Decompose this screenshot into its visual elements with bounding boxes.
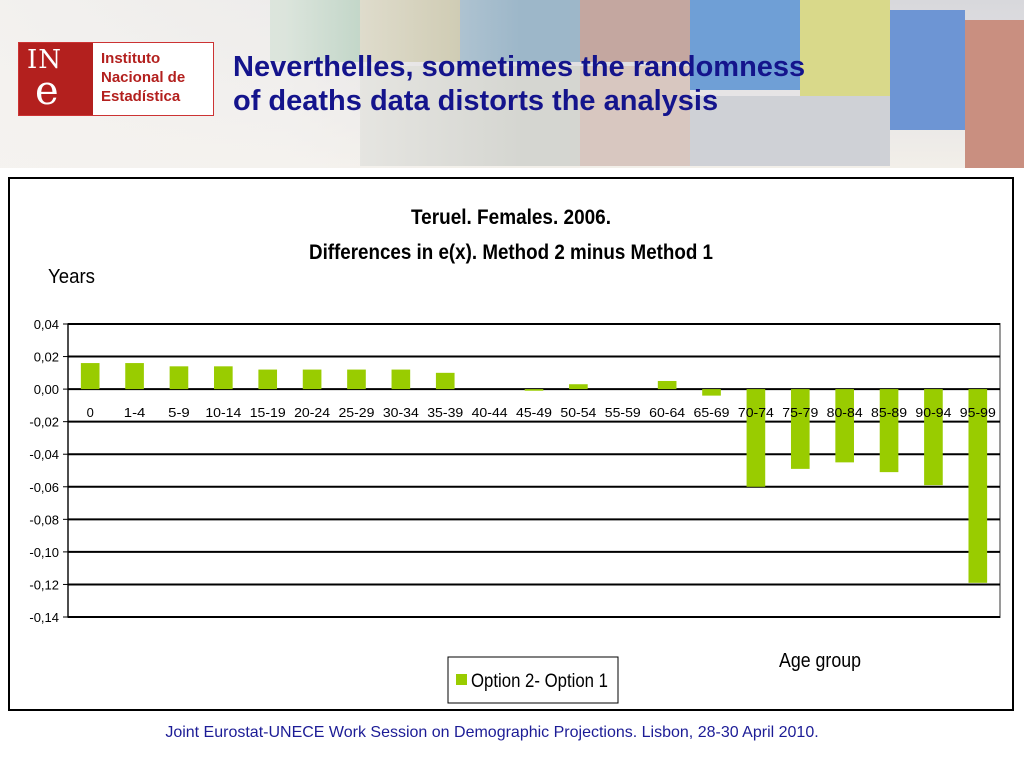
bar (746, 389, 766, 487)
bar (968, 389, 988, 583)
x-tick-label: 95-99 (960, 405, 996, 420)
slide-footer: Joint Eurostat-UNECE Work Session on Dem… (165, 724, 819, 741)
bar (569, 384, 588, 390)
bar (347, 369, 366, 390)
bar-chart: Teruel. Females. 2006. Differences in e(x… (29, 206, 1001, 704)
y-tick-label: -0,08 (29, 512, 59, 527)
legend-box (447, 656, 619, 704)
x-tick-label: 5-9 (168, 405, 190, 420)
x-tick-label: 80-84 (827, 405, 863, 420)
bar (879, 389, 899, 473)
ine-logo-mark: IN e (19, 43, 93, 115)
banner-tile (800, 0, 890, 100)
logo-name: Instituto Nacional de Estadística (101, 49, 185, 106)
x-tick-label: 45-49 (516, 405, 552, 420)
bar (302, 369, 322, 390)
y-tick-label: -0,10 (29, 545, 59, 560)
y-tick-label: 0,00 (34, 382, 59, 397)
x-tick-label: 75-79 (782, 405, 818, 420)
x-tick-label: 60-64 (649, 405, 685, 420)
x-tick-label: 25-29 (338, 405, 374, 420)
bar (702, 389, 721, 396)
x-tick-label: 55-59 (605, 405, 641, 420)
chart-subtitle: Differences in e(x). Method 2 minus Meth… (309, 241, 713, 264)
x-tick-label: 50-54 (560, 405, 596, 420)
banner-tile (690, 0, 800, 90)
chart-frame: Teruel. Females. 2006. Differences in e(x… (8, 177, 1014, 711)
legend-swatch (456, 674, 467, 685)
logo-mark-letter: e (35, 68, 59, 114)
slide-title-line: Neverthelles, sometimes the randomness (233, 51, 806, 83)
ine-logo: IN e Instituto Nacional de Estadística (18, 42, 214, 116)
x-tick-label: 30-34 (383, 405, 419, 420)
logo-name-line: Instituto (101, 50, 161, 67)
x-tick-label: 35-39 (427, 405, 463, 420)
bar (169, 366, 189, 390)
x-tick-label: 1-4 (124, 405, 146, 420)
y-axis-label: Years (48, 266, 95, 288)
y-tick-label: 0,02 (34, 350, 59, 365)
bar (657, 380, 677, 390)
y-tick-label: -0,04 (29, 447, 59, 462)
banner-tile (580, 0, 690, 62)
plot-area (67, 323, 1001, 618)
x-tick-label: 70-74 (738, 405, 774, 420)
banner-tile (580, 66, 690, 166)
x-tick-label: 85-89 (871, 405, 907, 420)
y-tick-label: -0,02 (29, 415, 59, 430)
chart-title: Teruel. Females. 2006. (411, 206, 611, 229)
bar (258, 369, 278, 390)
bar (391, 369, 411, 390)
x-tick-label: 65-69 (694, 405, 730, 420)
bar (214, 366, 233, 390)
x-tick-label: 40-44 (472, 405, 508, 420)
bar (435, 372, 455, 390)
banner-tile (690, 96, 890, 166)
legend-label: Option 2- Option 1 (471, 671, 608, 692)
logo-name-line: Nacional de (101, 69, 186, 86)
x-tick-label: 0 (87, 405, 94, 420)
y-tick-label: -0,12 (29, 577, 59, 592)
x-axis-label: Age group (779, 650, 861, 672)
x-tick-label: 90-94 (915, 405, 951, 420)
bar (125, 363, 144, 390)
bar (790, 389, 810, 469)
logo-name-line: Estadística (101, 88, 181, 105)
y-tick-label: -0,06 (29, 480, 59, 495)
bar (80, 363, 100, 390)
x-tick-label: 10-14 (205, 405, 241, 420)
y-tick-label: 0,04 (34, 317, 59, 332)
bar (524, 389, 544, 391)
x-tick-label: 20-24 (294, 405, 330, 420)
banner-tile (890, 10, 965, 130)
slide-title: Neverthelles, sometimes the randomness o… (233, 50, 953, 118)
slide-title-line: of deaths data distorts the analysis (233, 85, 719, 117)
y-tick-label: -0,14 (29, 610, 59, 625)
bar (835, 389, 854, 463)
x-tick-label: 15-19 (250, 405, 286, 420)
bar (924, 389, 943, 486)
banner-tile (965, 20, 1024, 168)
logo-mark-text: IN (27, 45, 63, 75)
